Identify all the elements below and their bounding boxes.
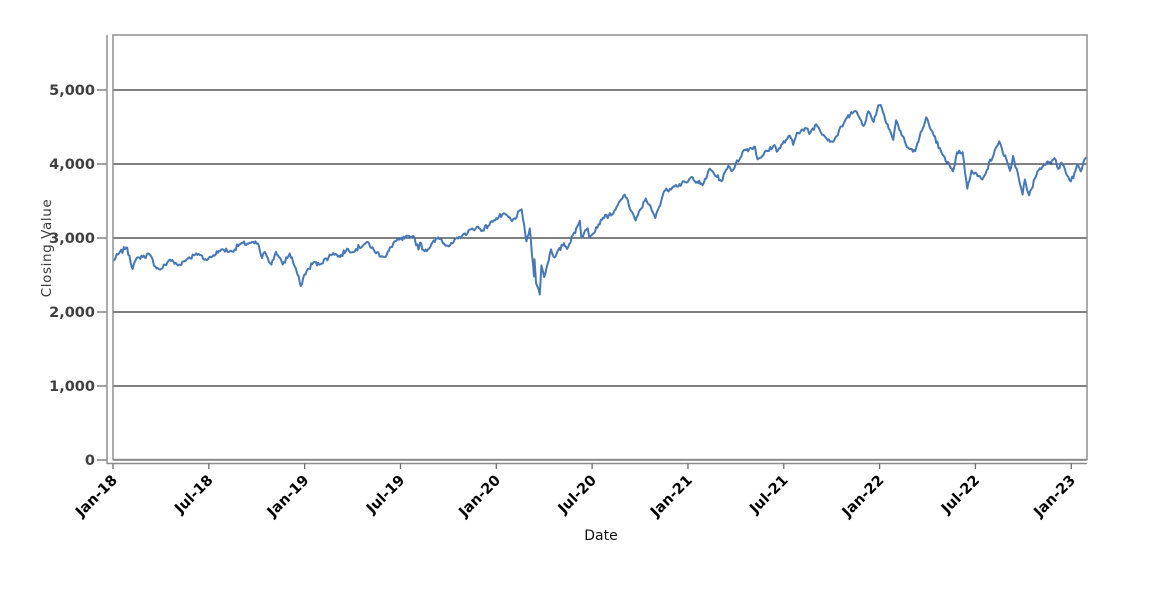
y-tick-label: 1,000: [49, 379, 95, 395]
y-tick-label: 0: [85, 453, 95, 469]
x-tick-label: Jan-23: [1031, 473, 1080, 522]
x-tick-label: Jan-20: [456, 473, 505, 522]
y-tick-label: 3,000: [49, 231, 95, 247]
plot-frame: [112, 34, 1088, 461]
x-tick-label: Jul-21: [746, 473, 791, 518]
x-axis-title: Date: [584, 528, 618, 544]
x-tick-label: Jul-19: [363, 473, 408, 518]
x-tick-label: Jan-19: [264, 473, 313, 522]
x-tick-label: Jan-21: [647, 473, 696, 522]
x-tick-label: Jul-22: [938, 473, 983, 518]
y-tick-label: 2,000: [49, 305, 95, 321]
x-tick-label: Jan-18: [72, 473, 121, 522]
x-tick-label: Jul-18: [171, 473, 216, 518]
x-tick-label: Jul-20: [555, 473, 600, 518]
closing-value-line: [113, 104, 1087, 296]
y-tick-label: 4,000: [49, 157, 95, 173]
y-axis-title: Closing Value: [39, 198, 55, 298]
x-tick-label: Jan-22: [839, 473, 888, 522]
y-tick-label: 5,000: [49, 83, 95, 99]
